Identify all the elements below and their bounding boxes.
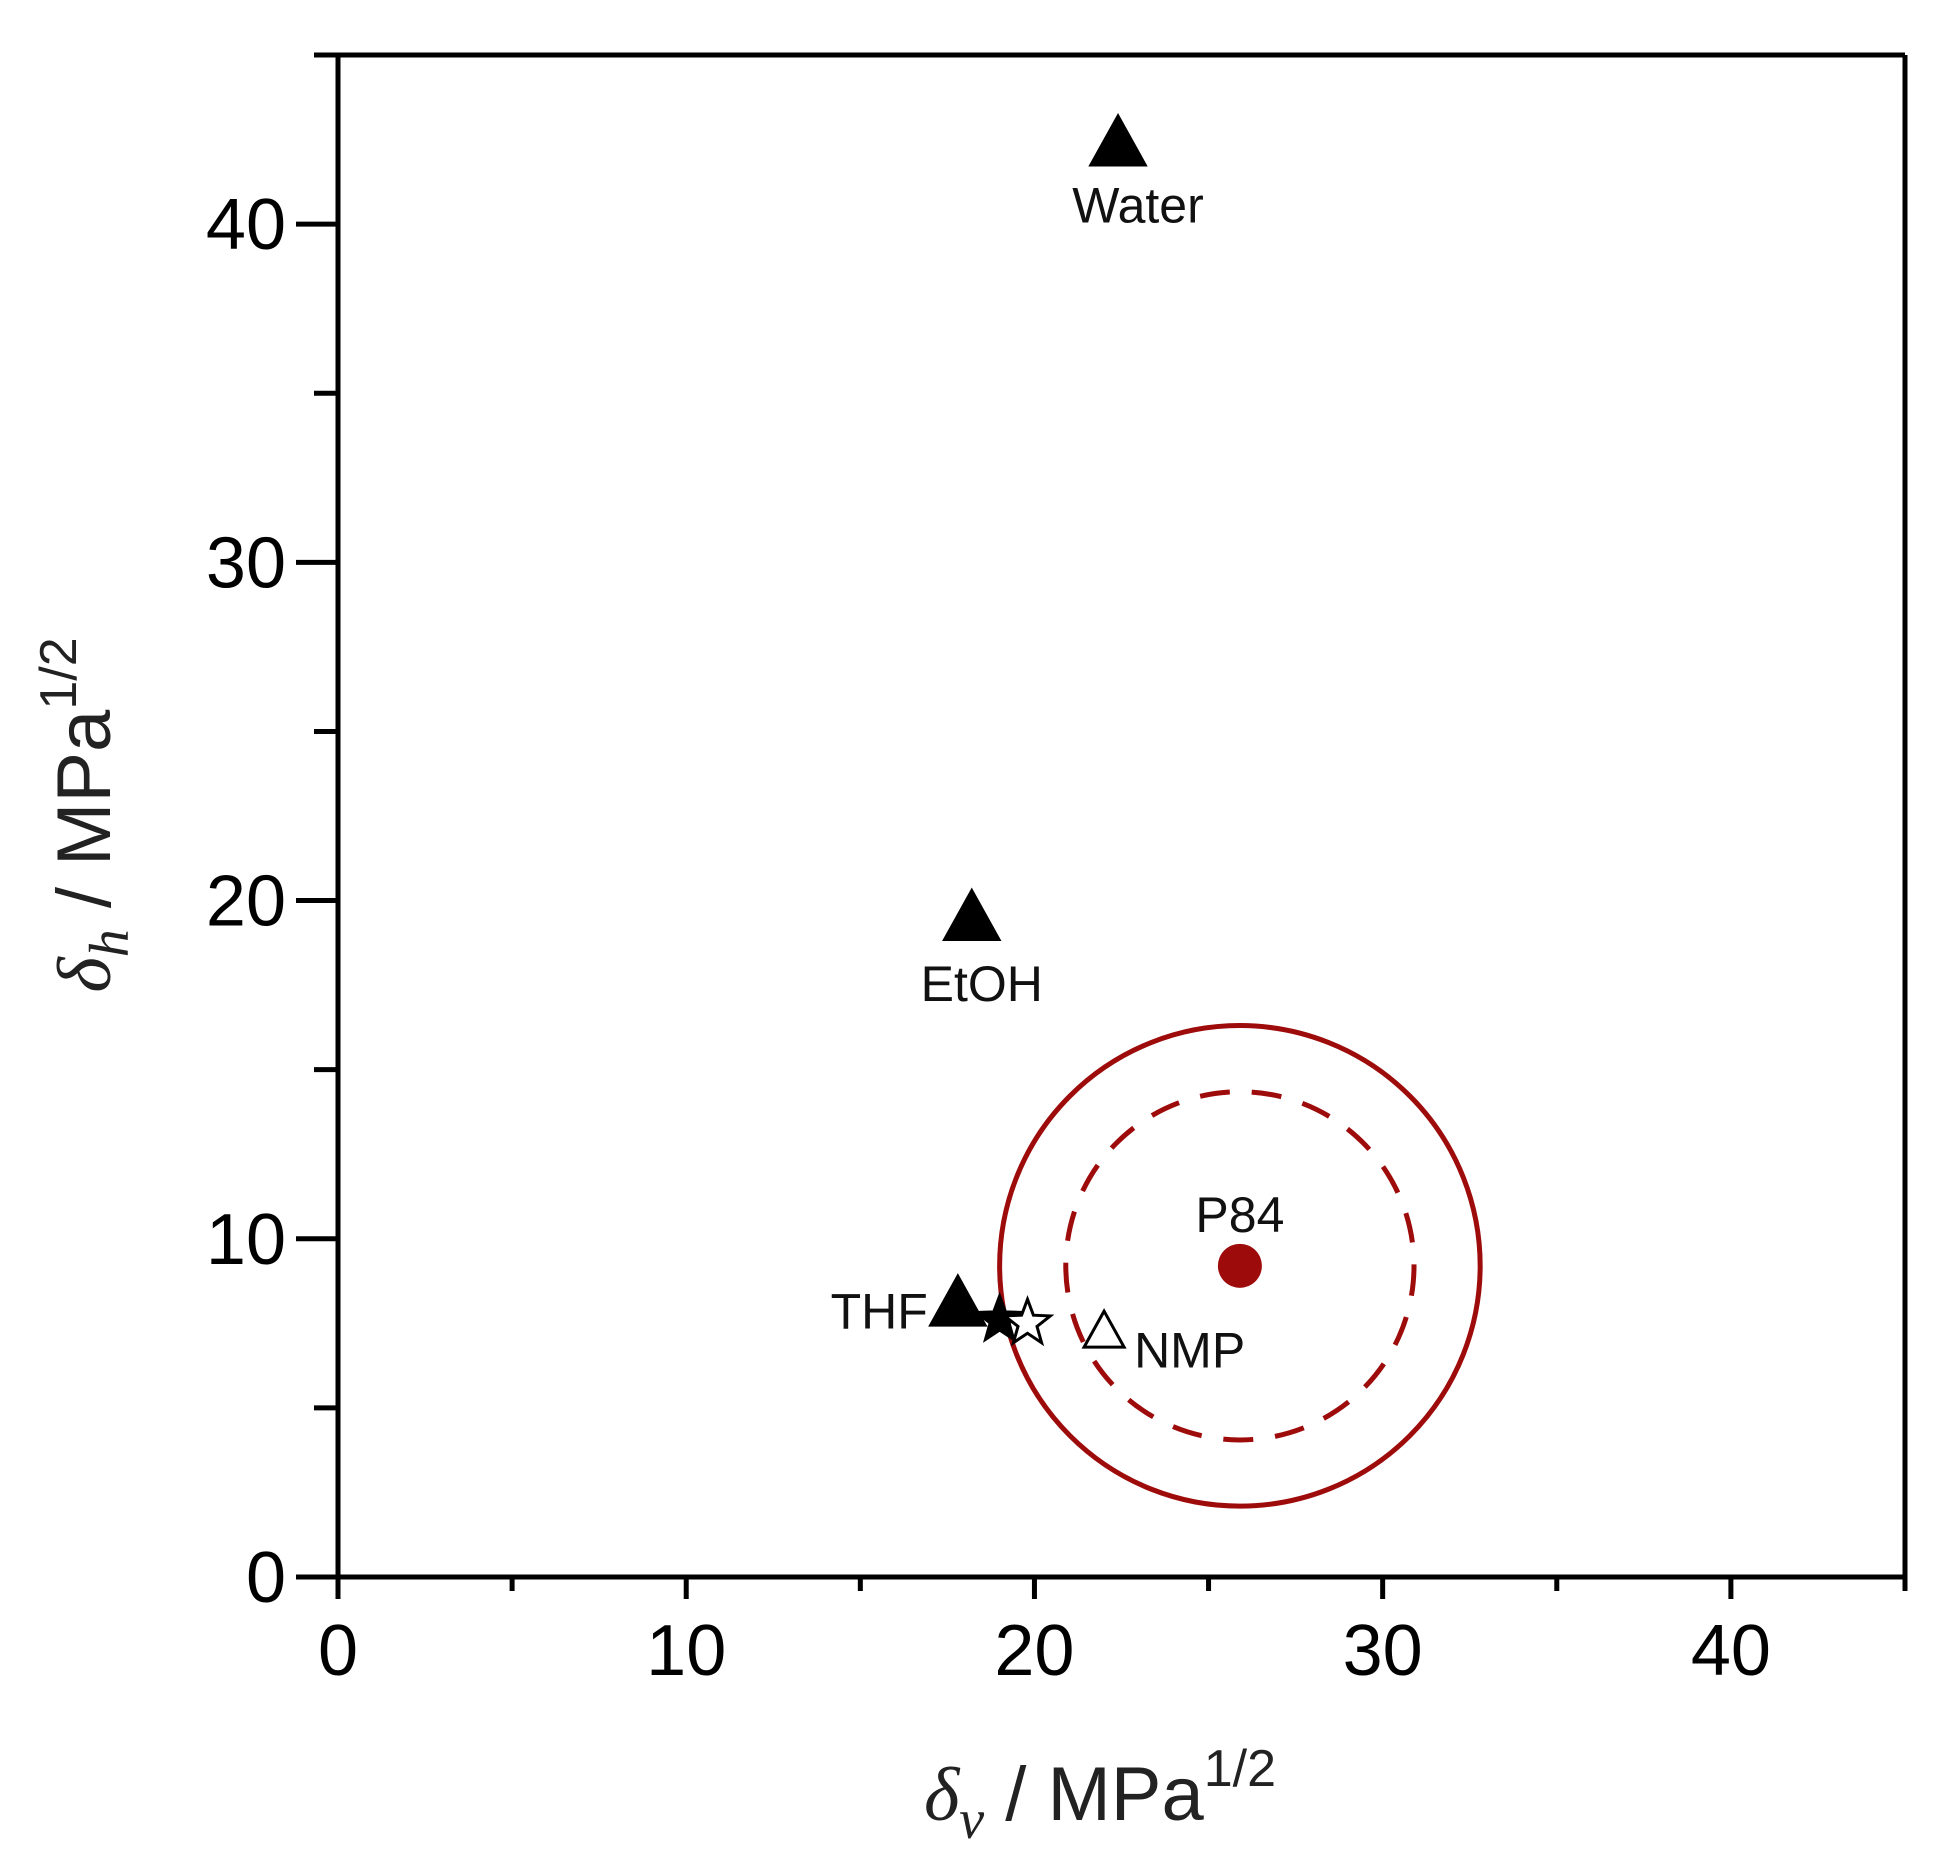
- y-tick-label: 20: [206, 862, 286, 942]
- x-tick-label: 40: [1691, 1611, 1771, 1691]
- solvent-marker-open-triangle: [1081, 1308, 1127, 1349]
- interaction-circle-solid: [997, 1023, 1483, 1509]
- y-axis-title: δh / MPa1/2: [30, 637, 141, 992]
- interaction-circle-dashed: [1063, 1089, 1417, 1443]
- x-axis-symbol: δ: [924, 1753, 961, 1837]
- point-label-p84: P84: [1195, 1187, 1284, 1243]
- plot-frame: [335, 52, 1908, 1580]
- x-axis-title: δv / MPa1/2: [924, 1740, 1276, 1851]
- mixture-marker-open-star: [1000, 1294, 1055, 1347]
- interaction-circles: [997, 1023, 1483, 1509]
- x-tick-label: 0: [318, 1611, 358, 1691]
- y-tick-label: 10: [206, 1200, 286, 1280]
- x-axis-unit: / MPa: [984, 1752, 1204, 1837]
- data-points: [928, 113, 1262, 1349]
- x-tick-label: 20: [994, 1611, 1074, 1691]
- y-axis-subscript: h: [79, 929, 141, 957]
- x-tick-label: 10: [646, 1611, 726, 1691]
- point-label-water: Water: [1072, 177, 1204, 233]
- y-tick-label: 30: [206, 523, 286, 603]
- point-labels: Water EtOH THF NMP P84: [831, 177, 1285, 1378]
- x-axis-subscript: v: [959, 1789, 984, 1851]
- mixture-marker-filled-star: [972, 1291, 1027, 1343]
- y-axis-title-group: δh / MPa1/2: [30, 637, 141, 992]
- y-axis-symbol: δ: [43, 956, 127, 993]
- y-axis-superscript: 1/2: [30, 637, 88, 709]
- y-axis-unit: / MPa: [42, 709, 127, 929]
- point-label-etoh: EtOH: [921, 956, 1043, 1012]
- polymer-marker-circle: [1217, 1243, 1262, 1288]
- solvent-marker-filled-triangle: [928, 1273, 988, 1327]
- solvent-marker-filled-triangle: [942, 887, 1002, 942]
- solvent-marker-filled-triangle: [1088, 113, 1148, 167]
- point-label-thf: THF: [831, 1283, 928, 1339]
- x-tick-label: 30: [1343, 1611, 1423, 1691]
- x-axis-superscript: 1/2: [1204, 1740, 1276, 1798]
- point-label-nmp: NMP: [1134, 1322, 1245, 1378]
- y-tick-label: 0: [246, 1538, 286, 1618]
- axis-ticks: 0 10 20 30 40 0 10 20 30 40: [206, 52, 1908, 1691]
- y-tick-label: 40: [206, 185, 286, 265]
